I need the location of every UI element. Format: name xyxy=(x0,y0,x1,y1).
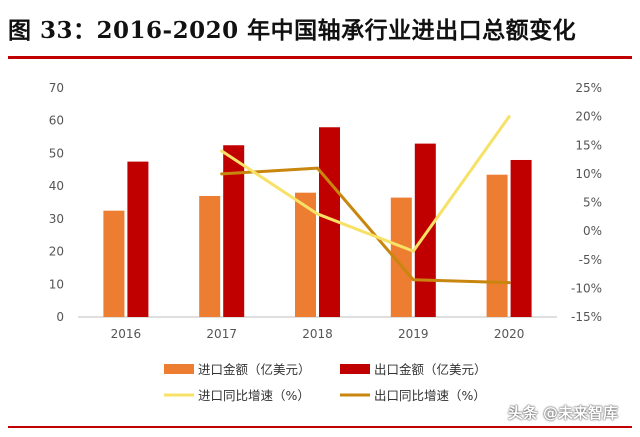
legend-export-growth-label: 出口同比增速（%） xyxy=(374,388,486,403)
legend-import-amount-swatch xyxy=(164,364,194,374)
export-bar xyxy=(127,161,149,317)
y-left-tick-label: 20 xyxy=(49,245,64,259)
legend-export-amount-swatch xyxy=(340,364,370,374)
x-tick-label: 2016 xyxy=(111,327,142,341)
import-bar xyxy=(390,197,412,317)
y-right-tick-label: -10% xyxy=(571,281,602,295)
y-left-tick-label: 0 xyxy=(56,310,64,324)
y-right-tick-label: 10% xyxy=(575,167,602,181)
import-bar xyxy=(103,210,125,317)
watermark: 头条 @未来智库 xyxy=(507,404,618,422)
legend-import-growth-label: 进口同比增速（%） xyxy=(198,388,310,403)
x-tick-label: 2020 xyxy=(494,327,525,341)
y-right-tick-label: 0% xyxy=(583,224,602,238)
import-growth-line xyxy=(220,115,511,253)
y-left-tick-label: 10 xyxy=(49,277,64,291)
chart-title: 图 33：2016-2020 年中国轴承行业进出口总额变化 xyxy=(8,17,577,44)
y-left-tick-label: 50 xyxy=(49,146,64,160)
x-tick-label: 2018 xyxy=(302,327,333,341)
import-bar xyxy=(486,174,508,317)
bottom-rule xyxy=(8,426,632,428)
import-bar xyxy=(295,192,316,317)
y-left-tick-label: 40 xyxy=(49,179,64,193)
title-bar: 图 33：2016-2020 年中国轴承行业进出口总额变化 xyxy=(8,4,632,52)
y-left-tick-label: 30 xyxy=(49,212,64,226)
y-left-tick-label: 60 xyxy=(49,114,64,128)
x-tick-label: 2019 xyxy=(398,327,429,341)
y-left-tick-label: 70 xyxy=(49,81,64,95)
y-right-tick-label: 5% xyxy=(583,196,602,210)
y-right-tick-label: 25% xyxy=(575,81,602,95)
export-bar xyxy=(223,145,245,317)
y-right-tick-label: -15% xyxy=(571,310,602,324)
y-right-tick-label: 15% xyxy=(575,138,602,152)
import-bar xyxy=(199,195,221,317)
legend-export-amount-label: 出口金额（亿美元） xyxy=(374,362,487,377)
export-growth-line xyxy=(220,166,511,285)
title-rule xyxy=(8,56,632,59)
legend-import-amount-label: 进口金额（亿美元） xyxy=(198,362,311,377)
y-right-tick-label: -5% xyxy=(579,253,602,267)
export-bar xyxy=(510,159,532,317)
export-bar xyxy=(414,143,436,317)
y-right-tick-label: 20% xyxy=(575,110,602,124)
x-tick-label: 2017 xyxy=(206,327,237,341)
